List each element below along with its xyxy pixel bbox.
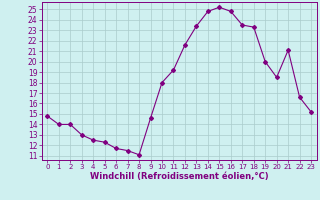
X-axis label: Windchill (Refroidissement éolien,°C): Windchill (Refroidissement éolien,°C): [90, 172, 268, 181]
